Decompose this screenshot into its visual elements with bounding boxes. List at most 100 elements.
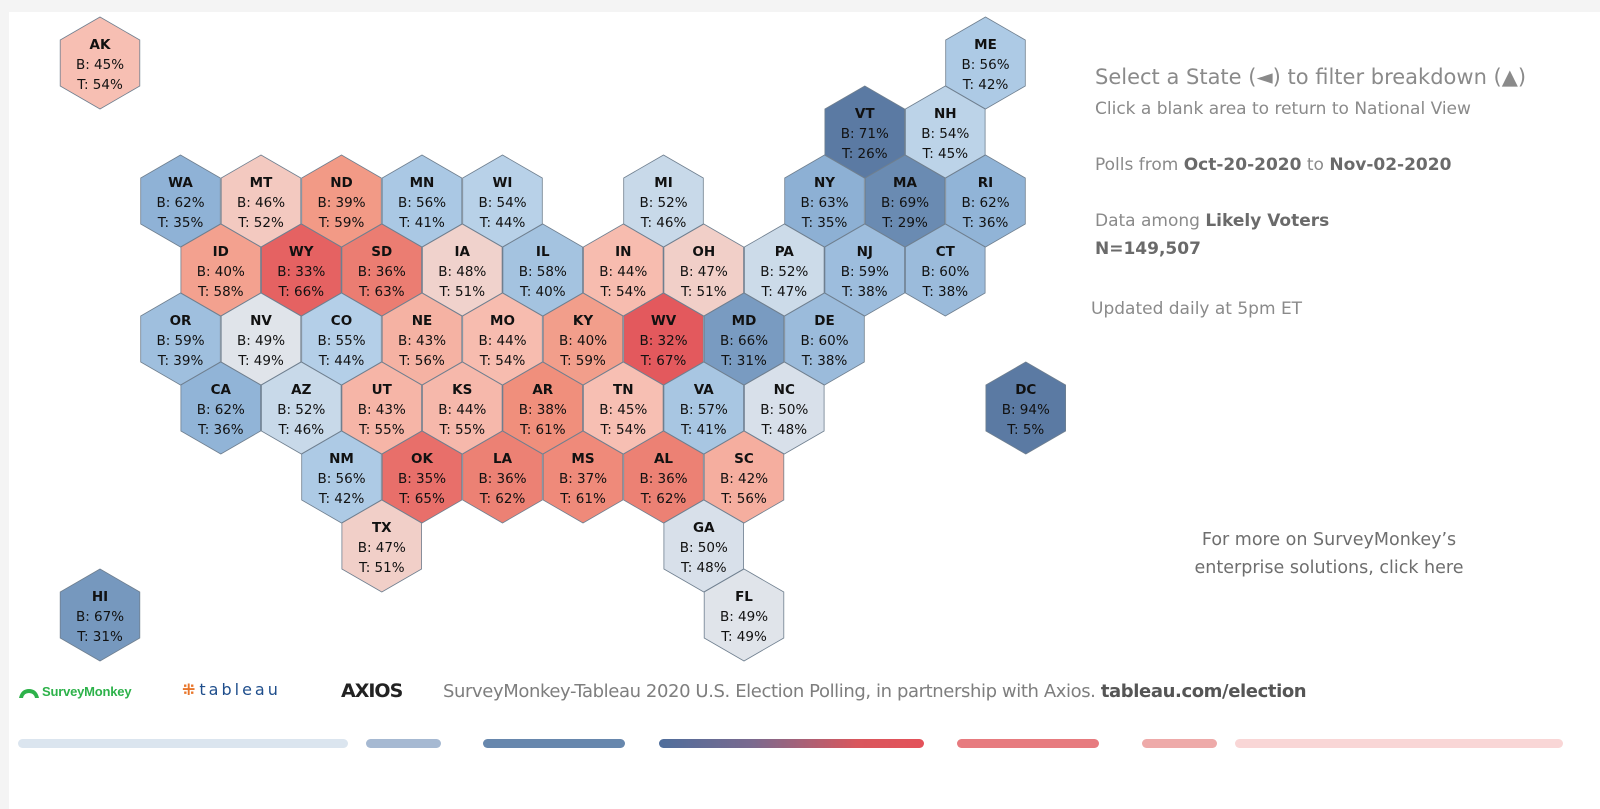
state-hex-shape[interactable] [341, 499, 423, 593]
state-hex-la[interactable]: LA B: 36% T: 62% [462, 430, 543, 524]
state-hex-ar[interactable]: AR B: 38% T: 61% [502, 361, 583, 455]
state-hex-az[interactable]: AZ B: 52% T: 46% [260, 361, 342, 455]
state-hex-co[interactable]: CO B: 55% T: 44% [301, 292, 382, 386]
state-hex-nj[interactable]: NJ B: 59% T: 38% [824, 223, 905, 317]
state-abbr: ND [330, 175, 353, 191]
state-abbr: IL [536, 244, 550, 260]
axios-logo[interactable]: AXIOS [341, 680, 403, 702]
trump-share: T: 49% [720, 629, 767, 645]
state-hex-ga[interactable]: GA B: 50% T: 48% [663, 499, 744, 593]
state-hex-shape[interactable] [180, 361, 262, 455]
state-hex-shape[interactable] [59, 568, 141, 662]
state-hex-shape[interactable] [260, 361, 342, 455]
state-hex-nh[interactable]: NH B: 54% T: 45% [905, 85, 986, 179]
state-hex-shape[interactable] [703, 568, 785, 662]
trump-share: T: 55% [358, 422, 405, 438]
state-hex-mo[interactable]: MO B: 44% T: 54% [462, 292, 543, 386]
state-hex-vt[interactable]: VT B: 71% T: 26% [824, 85, 905, 179]
state-hex-sc[interactable]: SC B: 42% T: 56% [703, 430, 785, 524]
state-hex-fl[interactable]: FL B: 49% T: 49% [703, 568, 785, 662]
state-hex-shape[interactable] [542, 430, 624, 524]
state-hex-map[interactable]: AK B: 45% T: 54% ME B: 56% T: 42% VT B: 71% T: 2… [9, 12, 1600, 809]
state-hex-shape[interactable] [985, 361, 1066, 455]
state-hex-ia[interactable]: IA B: 48% T: 51% [421, 223, 503, 317]
trump-share: T: 59% [559, 353, 606, 369]
state-hex-ak[interactable]: AK B: 45% T: 54% [59, 16, 141, 110]
data-among: Data among Likely Voters [1095, 211, 1329, 231]
state-hex-me[interactable]: ME B: 56% T: 42% [945, 16, 1026, 110]
state-hex-id[interactable]: ID B: 40% T: 58% [180, 223, 262, 317]
poll-to: to [1301, 155, 1330, 175]
state-hex-shape[interactable] [421, 361, 503, 455]
state-hex-mn[interactable]: MN B: 56% T: 41% [381, 154, 463, 248]
state-hex-hi[interactable]: HI B: 67% T: 31% [59, 568, 141, 662]
state-hex-nv[interactable]: NV B: 49% T: 49% [220, 292, 302, 386]
state-hex-ri[interactable]: RI B: 62% T: 36% [945, 154, 1026, 248]
state-hex-ok[interactable]: OK B: 35% T: 65% [381, 430, 463, 524]
state-hex-ms[interactable]: MS B: 37% T: 61% [542, 430, 624, 524]
state-hex-va[interactable]: VA B: 57% T: 41% [663, 361, 744, 455]
state-hex-sd[interactable]: SD B: 36% T: 63% [341, 223, 423, 317]
trump-share: T: 48% [760, 422, 807, 438]
state-hex-ky[interactable]: KY B: 40% T: 59% [542, 292, 624, 386]
state-hex-shape[interactable] [421, 223, 503, 317]
state-hex-nd[interactable]: ND B: 39% T: 59% [301, 154, 382, 248]
biden-share: B: 50% [760, 402, 808, 418]
voter-group: Likely Voters [1205, 211, 1330, 231]
biden-share: B: 43% [358, 402, 406, 418]
state-hex-dc[interactable]: DC B: 94% T: 5% [985, 361, 1066, 455]
trump-share: T: 46% [640, 215, 687, 231]
state-hex-shape[interactable] [462, 430, 543, 524]
trump-share: T: 61% [559, 491, 606, 507]
state-hex-shape[interactable] [59, 16, 141, 110]
data-among-prefix: Data among [1095, 211, 1206, 231]
state-hex-wv[interactable]: WV B: 32% T: 67% [623, 292, 704, 386]
trump-share: T: 49% [237, 353, 284, 369]
trump-share: T: 62% [640, 491, 687, 507]
enterprise-link-line2[interactable]: enterprise solutions, click here [1194, 558, 1464, 578]
state-hex-shape[interactable] [260, 223, 342, 317]
trump-share: T: 63% [358, 284, 405, 300]
state-hex-mi[interactable]: MI B: 52% T: 46% [623, 154, 704, 248]
dashboard-canvas[interactable]: AK B: 45% T: 54% ME B: 56% T: 42% VT B: 71% T: 2… [9, 12, 1600, 809]
state-hex-ca[interactable]: CA B: 62% T: 36% [180, 361, 262, 455]
state-abbr: CA [211, 382, 232, 398]
state-hex-shape[interactable] [341, 223, 423, 317]
state-hex-tx[interactable]: TX B: 47% T: 51% [341, 499, 423, 593]
state-hex-md[interactable]: MD B: 66% T: 31% [703, 292, 785, 386]
state-hex-shape[interactable] [341, 361, 423, 455]
state-hex-al[interactable]: AL B: 36% T: 62% [623, 430, 704, 524]
state-hex-de[interactable]: DE B: 60% T: 38% [784, 292, 865, 386]
state-abbr: IA [455, 244, 471, 260]
state-hex-shape[interactable] [905, 223, 986, 317]
state-hex-ny[interactable]: NY B: 63% T: 35% [784, 154, 865, 248]
state-hex-ut[interactable]: UT B: 43% T: 55% [341, 361, 423, 455]
state-hex-il[interactable]: IL B: 58% T: 40% [502, 223, 583, 317]
tableau-wordmark: tableau [199, 680, 281, 699]
state-hex-wi[interactable]: WI B: 54% T: 44% [462, 154, 543, 248]
tableau-election-link[interactable]: tableau.com/election [1100, 681, 1307, 702]
enterprise-link-line1[interactable]: For more on SurveyMonkey’s [1201, 530, 1457, 550]
tableau-logo[interactable]: ⁜ tableau [182, 680, 281, 699]
state-hex-shape[interactable] [744, 361, 825, 455]
trump-share: T: 40% [519, 284, 566, 300]
state-hex-ct[interactable]: CT B: 60% T: 38% [905, 223, 986, 317]
state-hex-ma[interactable]: MA B: 69% T: 29% [864, 154, 946, 248]
state-hex-ks[interactable]: KS B: 44% T: 55% [421, 361, 503, 455]
state-hex-mt[interactable]: MT B: 46% T: 52% [220, 154, 302, 248]
state-hex-pa[interactable]: PA B: 52% T: 47% [744, 223, 825, 317]
surveymonkey-logo[interactable]: SurveyMonkey [18, 684, 132, 699]
biden-share: B: 66% [720, 333, 768, 349]
state-hex-nc[interactable]: NC B: 50% T: 48% [744, 361, 825, 455]
biden-share: B: 55% [317, 333, 365, 349]
state-hex-in[interactable]: IN B: 44% T: 54% [583, 223, 664, 317]
state-hex-nm[interactable]: NM B: 56% T: 42% [301, 430, 382, 524]
state-abbr: WV [651, 313, 677, 329]
state-hex-oh[interactable]: OH B: 47% T: 51% [663, 223, 744, 317]
state-hex-or[interactable]: OR B: 59% T: 39% [140, 292, 221, 386]
enterprise-solutions-link[interactable]: For more on SurveyMonkey’s enterprise so… [1169, 526, 1489, 582]
state-hex-wy[interactable]: WY B: 33% T: 66% [260, 223, 342, 317]
state-hex-shape[interactable] [824, 223, 905, 317]
surveymonkey-icon [19, 688, 39, 698]
state-hex-wa[interactable]: WA B: 62% T: 35% [140, 154, 221, 248]
